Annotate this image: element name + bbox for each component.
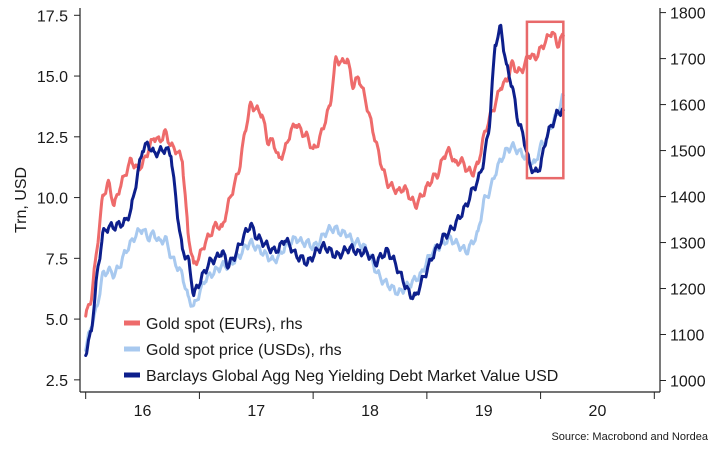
left-tick-label: 17.5 — [37, 8, 68, 25]
right-tick-label: 1700 — [670, 52, 706, 69]
left-tick-label: 15.0 — [37, 69, 68, 86]
left-tick-label: 7.5 — [46, 251, 68, 268]
highlight-box — [525, 20, 565, 180]
left-tick-label: 2.5 — [46, 373, 68, 390]
series-lines — [84, 23, 565, 357]
series-line — [84, 23, 565, 357]
source-note: Source: Macrobond and Nordea — [551, 431, 708, 443]
right-tick-label: 1200 — [670, 282, 706, 299]
x-tick-label: 18 — [361, 403, 379, 420]
legend: Gold spot (EURs), rhs Gold spot price (US… — [124, 316, 558, 385]
left-tick-label: 12.5 — [37, 130, 68, 147]
right-tick-label: 1500 — [670, 144, 706, 161]
left-tick-label: 10.0 — [37, 191, 68, 208]
legend-label: Gold spot (EURs), rhs — [146, 316, 302, 333]
right-tick-label: 1800 — [670, 6, 706, 23]
x-tick-label: 16 — [134, 403, 152, 420]
right-tick-label: 1600 — [670, 98, 706, 115]
right-tick-label: 1000 — [670, 374, 706, 391]
right-tick-label: 1100 — [670, 328, 705, 345]
legend-label: Barclays Global Agg Neg Yielding Debt Ma… — [146, 368, 558, 385]
series-line — [84, 92, 565, 352]
x-tick-label: 19 — [475, 403, 493, 420]
right-axis: 1000 1100 1200 1300 1400 1500 1600 1700 1800 — [659, 6, 706, 392]
x-axis: 16 17 18 19 20 — [80, 391, 660, 420]
left-axis: 2.5 5.0 7.5 10.0 12.5 15.0 17.5 — [37, 8, 81, 392]
x-tick-label: 20 — [589, 403, 607, 420]
series-line — [84, 30, 565, 318]
x-tick-label: 17 — [247, 403, 265, 420]
y-axis-label-left: Trn, USD — [13, 167, 30, 233]
left-tick-label: 5.0 — [46, 312, 68, 329]
legend-label: Gold spot price (USDs), rhs — [146, 342, 342, 359]
right-tick-label: 1300 — [670, 236, 706, 253]
right-tick-label: 1400 — [670, 190, 706, 207]
